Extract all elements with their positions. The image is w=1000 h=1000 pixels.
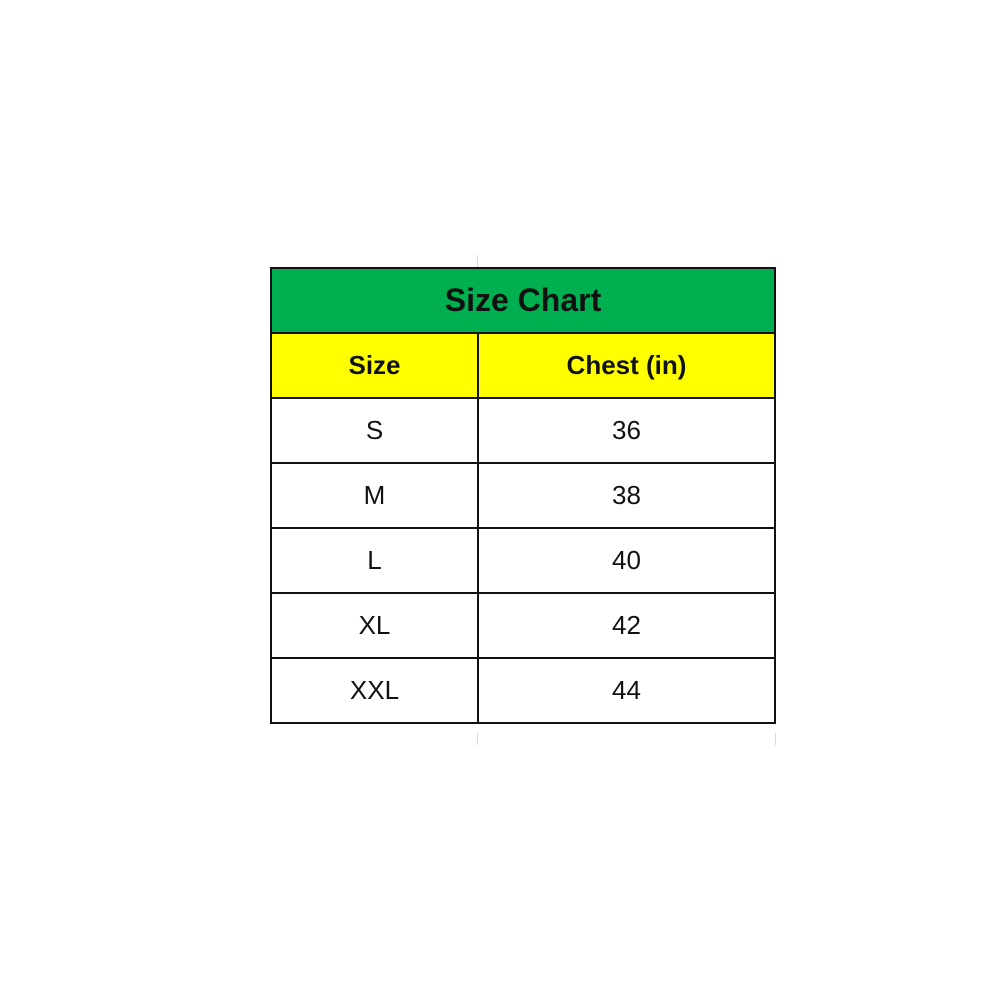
size-cell: XL xyxy=(270,592,479,659)
table-title: Size Chart xyxy=(270,267,776,334)
size-chart-table: Size Chart Size Chest (in) S 36 M 38 L 40 X… xyxy=(270,267,776,724)
size-cell: S xyxy=(270,397,479,464)
table-row: XL 42 xyxy=(270,592,776,659)
size-cell: XXL xyxy=(270,657,479,724)
size-cell: M xyxy=(270,462,479,529)
title-row: Size Chart xyxy=(270,267,776,334)
table-row: M 38 xyxy=(270,462,776,529)
chest-cell: 38 xyxy=(477,462,776,529)
header-row: Size Chest (in) xyxy=(270,332,776,399)
header-chest: Chest (in) xyxy=(477,332,776,399)
table-row: S 36 xyxy=(270,397,776,464)
table-row: XXL 44 xyxy=(270,657,776,724)
chest-cell: 36 xyxy=(477,397,776,464)
gridline xyxy=(477,733,478,745)
chest-cell: 42 xyxy=(477,592,776,659)
table-row: L 40 xyxy=(270,527,776,594)
chest-cell: 44 xyxy=(477,657,776,724)
gridline xyxy=(775,733,776,745)
header-size: Size xyxy=(270,332,479,399)
size-cell: L xyxy=(270,527,479,594)
chest-cell: 40 xyxy=(477,527,776,594)
gridline xyxy=(477,255,478,267)
